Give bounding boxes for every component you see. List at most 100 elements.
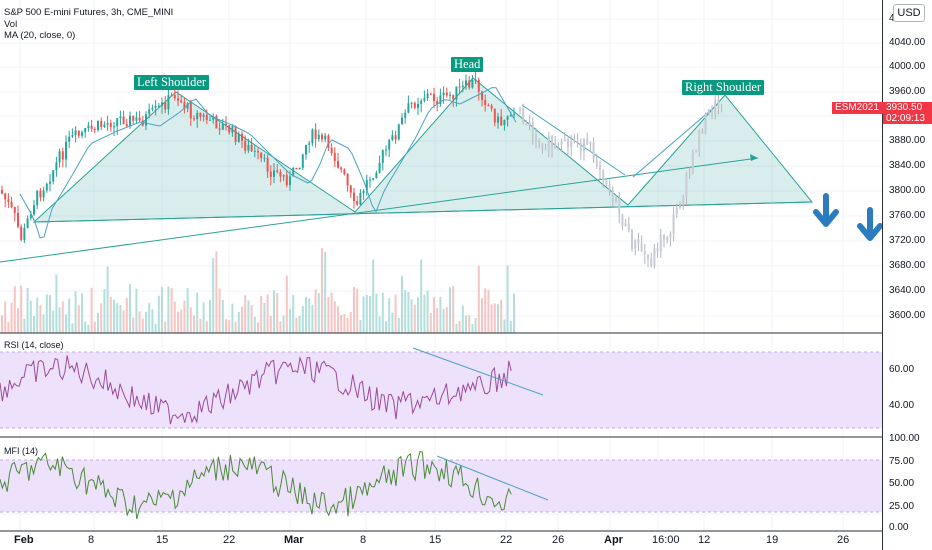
candle-body: [65, 141, 67, 160]
time-axis-label: Feb: [14, 534, 34, 546]
time-axis-label: Apr: [604, 534, 623, 546]
candle-body: [500, 116, 503, 126]
volume-bar: [74, 291, 77, 333]
candle-body: [493, 108, 496, 123]
volume-bar: [84, 321, 87, 333]
candle-body: [388, 139, 391, 150]
volume-bar: [68, 298, 71, 333]
rsi-pane: [0, 347, 882, 429]
candle-body: [103, 124, 106, 127]
candle-body: [177, 98, 179, 101]
candle-body: [52, 170, 55, 182]
candle-body: [225, 123, 227, 126]
candle-body: [420, 100, 423, 104]
volume-bar: [103, 289, 106, 333]
symbol-legend[interactable]: S&P 500 E-mini Futures, 3h, CME_MINI: [4, 7, 174, 18]
volume-bar: [337, 306, 339, 333]
candle-body: [321, 134, 323, 140]
projected-body: [551, 136, 553, 149]
time-axis-label: 19: [766, 534, 779, 546]
volume-bar: [413, 304, 416, 333]
candle-body: [340, 167, 343, 170]
time-axis-label: 16:00: [652, 534, 680, 546]
candle-body: [145, 114, 147, 126]
volume-bar: [311, 304, 314, 333]
candle-body: [241, 133, 243, 141]
time-axis-label: 22: [223, 534, 236, 546]
rsi-axis-60: 60.00: [889, 364, 915, 375]
volume-bar: [273, 290, 275, 333]
projected-body: [701, 130, 704, 133]
volume-bar: [317, 293, 320, 333]
volume-bar: [452, 286, 455, 333]
volume-bar: [257, 322, 259, 333]
volume-bar: [145, 311, 147, 333]
candle-body: [173, 95, 176, 99]
projected-body: [599, 166, 601, 170]
candle-body: [202, 114, 205, 117]
volume-bar: [353, 286, 355, 333]
candle-body: [295, 167, 298, 170]
candle-body: [481, 91, 483, 100]
projected-body: [595, 159, 598, 167]
candle-body: [189, 103, 192, 119]
candle-body: [49, 181, 51, 184]
volume-bar: [349, 311, 352, 333]
candle-body: [311, 129, 314, 144]
candle-body: [407, 103, 410, 113]
candle-body: [164, 102, 167, 110]
volume-bar: [388, 298, 391, 333]
ma-line: [19, 87, 517, 239]
candle-body: [273, 170, 275, 177]
candle-body: [55, 162, 58, 171]
projected-body: [643, 251, 646, 255]
projected-body: [685, 172, 688, 197]
projected-body: [563, 139, 566, 142]
candle-body: [317, 134, 320, 139]
rsi-axis-40: 40.00: [889, 400, 915, 411]
right-shoulder-label: Right Shoulder: [682, 80, 765, 95]
mfi-legend[interactable]: MFI (14): [4, 446, 39, 456]
volume-bar: [135, 288, 138, 333]
candle-body: [58, 151, 61, 163]
volume-bar: [356, 288, 359, 333]
candle-body: [84, 128, 87, 133]
projected-body: [698, 130, 701, 152]
candle-body: [279, 171, 282, 177]
last-price-tag: 3930.50 02:09:13: [883, 102, 932, 124]
volume-bar: [458, 321, 461, 333]
candle-body: [308, 143, 311, 145]
volume-bar: [282, 315, 285, 333]
volume-bar: [39, 305, 42, 333]
candle-body: [154, 105, 157, 108]
volume-bar: [471, 323, 474, 333]
volume-bar: [365, 294, 368, 333]
volume-bar: [157, 295, 160, 333]
candle-body: [135, 117, 138, 121]
projected-body: [605, 180, 608, 185]
price-axis[interactable]: 4080.004040.004000.003960.003920.003880.…: [882, 0, 932, 550]
mfi-divergence: [436, 455, 549, 501]
candle-body: [292, 167, 295, 177]
mfi-axis-100: 100.00: [889, 433, 920, 444]
volume-bar: [247, 300, 250, 333]
candle-body: [461, 85, 464, 88]
candle-body: [20, 226, 23, 240]
volume-bar: [180, 309, 183, 333]
projected-body: [640, 243, 643, 252]
volume-bar: [202, 302, 205, 333]
candle-body: [148, 109, 151, 115]
rsi-divergence: [412, 347, 544, 396]
candle-body: [231, 126, 234, 133]
volume-bar: [90, 287, 93, 333]
ma-legend[interactable]: MA (20, close, 0): [4, 30, 76, 41]
rsi-legend[interactable]: RSI (14, close): [4, 340, 64, 350]
currency-button[interactable]: USD: [893, 4, 925, 22]
projected-body: [621, 214, 624, 226]
volume-legend[interactable]: Vol: [4, 19, 18, 30]
volume-bar: [253, 316, 256, 333]
candle-body: [477, 79, 480, 92]
candle-body: [484, 99, 487, 106]
volume-bar: [116, 302, 119, 333]
